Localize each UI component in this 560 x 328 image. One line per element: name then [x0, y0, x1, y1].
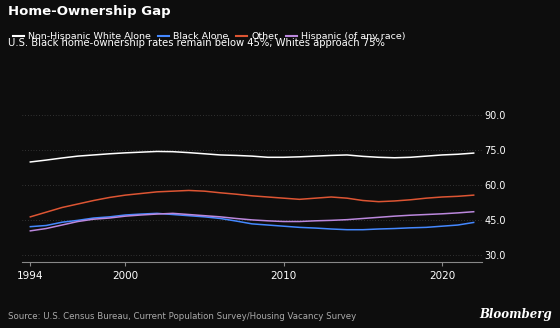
- Text: U.S. Black home-ownership rates remain below 45%; Whites approach 75%: U.S. Black home-ownership rates remain b…: [8, 38, 385, 48]
- Text: Bloomberg: Bloomberg: [479, 308, 552, 321]
- Text: Source: U.S. Census Bureau, Current Population Survey/Housing Vacancy Survey: Source: U.S. Census Bureau, Current Popu…: [8, 313, 357, 321]
- Legend: Non-Hispanic White Alone, Black Alone, Other, Hispanic (of any race): Non-Hispanic White Alone, Black Alone, O…: [9, 28, 409, 45]
- Text: Home-Ownership Gap: Home-Ownership Gap: [8, 5, 171, 18]
